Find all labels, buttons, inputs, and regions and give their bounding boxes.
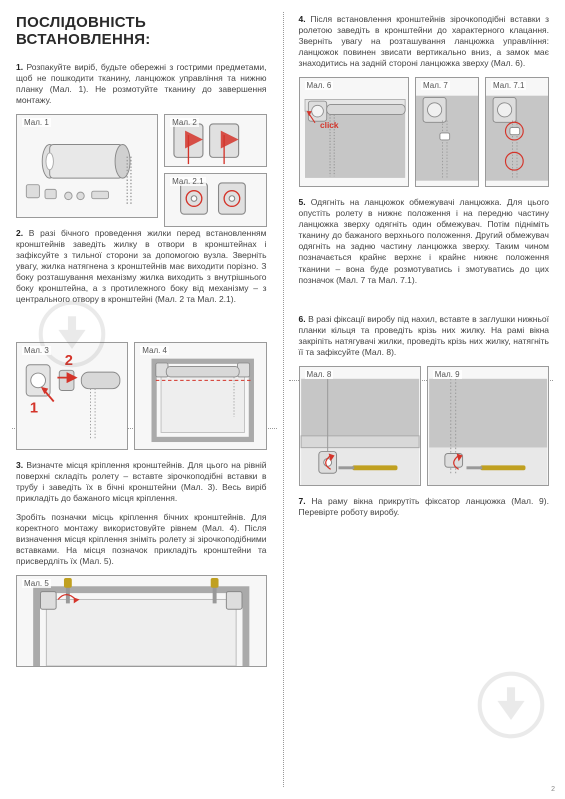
figure-2: Мал. 2	[164, 114, 266, 167]
figure-5: Мал. 5	[16, 575, 267, 667]
fig5-caption: Мал. 5	[22, 579, 51, 588]
svg-text:1: 1	[30, 400, 38, 416]
figure-8: Мал. 8	[299, 366, 421, 486]
fig3-caption: Мал. 3	[22, 346, 51, 355]
fig5-svg	[17, 576, 266, 666]
p2-num: 2.	[16, 228, 23, 238]
p3-num: 3.	[16, 460, 23, 470]
watermark-icon	[477, 671, 545, 739]
fig7-caption: Мал. 7	[421, 81, 450, 90]
figure-row-4: Мал. 6 click Мал. 7	[299, 77, 550, 187]
p1-text: Розпакуйте виріб, будьте обережні з гост…	[16, 62, 267, 105]
paragraph-3a: 3. Визначте місця кріплення кронштейнів.…	[16, 460, 267, 504]
paragraph-1: 1. Розпакуйте виріб, будьте обережні з г…	[16, 62, 267, 106]
figure-4: Мал. 4	[134, 342, 266, 450]
p4-text: Після встановлення кронштейнів зірочкопо…	[299, 14, 550, 68]
fig21-caption: Мал. 2.1	[170, 177, 205, 186]
fig1-svg	[17, 115, 157, 217]
right-column: 4. Після встановлення кронштейнів зірочк…	[283, 0, 565, 799]
watermark-icon	[38, 300, 106, 368]
fig71-caption: Мал. 7.1	[491, 81, 526, 90]
fig1-caption: Мал. 1	[22, 118, 51, 127]
paragraph-3b: Зробіть позначки місць кріплення бічних …	[16, 512, 267, 567]
figure-7-1: Мал. 7.1	[485, 77, 549, 187]
fig8-caption: Мал. 8	[305, 370, 334, 379]
figure-row-3: Мал. 5	[16, 575, 267, 667]
paragraph-4: 4. Після встановлення кронштейнів зірочк…	[299, 14, 550, 69]
p5-text: Одягніть на ланцюжок обмежувачі ланцюжка…	[299, 197, 550, 284]
p7-num: 7.	[299, 496, 306, 506]
p3b-text: Зробіть позначки місць кріплення бічних …	[16, 512, 267, 566]
p3a-text: Визначте місця кріплення кронштейнів. Дл…	[16, 460, 267, 503]
paragraph-2: 2. В разі бічного проведення жилки перед…	[16, 228, 267, 305]
fig7-svg	[416, 78, 478, 186]
fig6-svg: click	[300, 78, 409, 186]
fig2-caption: Мал. 2	[170, 118, 199, 127]
paragraph-5: 5. Одягніть на ланцюжок обмежувачі ланцю…	[299, 197, 550, 285]
page-number: 2	[551, 786, 555, 793]
figure-7: Мал. 7	[415, 77, 479, 187]
figure-row-5: Мал. 8 Мал. 9	[299, 366, 550, 486]
fig6-caption: Мал. 6	[305, 81, 334, 90]
fig4-svg	[135, 343, 265, 449]
p4-num: 4.	[299, 14, 306, 24]
paragraph-6: 6. В разі фіксації виробу під нахил, вст…	[299, 314, 550, 358]
figure-6: Мал. 6 click	[299, 77, 410, 187]
figure-row-1: Мал. 1	[16, 114, 267, 218]
p7-text: На раму вікна прикрутіть фіксатор ланцюж…	[299, 496, 549, 517]
figure-2-1: Мал. 2.1	[164, 173, 266, 226]
p2-text: В разі бічного проведення жилки перед вс…	[16, 228, 267, 304]
fig9-svg	[428, 367, 548, 485]
fig8-svg	[300, 367, 420, 485]
click-label: click	[320, 120, 339, 130]
figure-9: Мал. 9	[427, 366, 549, 486]
paragraph-7: 7. На раму вікна прикрутіть фіксатор лан…	[299, 496, 550, 518]
p6-text: В разі фіксації виробу під нахил, вставт…	[299, 314, 550, 357]
fig71-svg	[486, 78, 548, 186]
fig4-caption: Мал. 4	[140, 346, 169, 355]
p1-num: 1.	[16, 62, 23, 72]
fig9-caption: Мал. 9	[433, 370, 462, 379]
p5-num: 5.	[299, 197, 306, 207]
left-column: ПОСЛІДОВНІСТЬ ВСТАНОВЛЕННЯ: 1. Розпакуйт…	[0, 0, 283, 799]
p6-num: 6.	[299, 314, 306, 324]
figure-1: Мал. 1	[16, 114, 158, 218]
page-title: ПОСЛІДОВНІСТЬ ВСТАНОВЛЕННЯ:	[16, 14, 267, 48]
